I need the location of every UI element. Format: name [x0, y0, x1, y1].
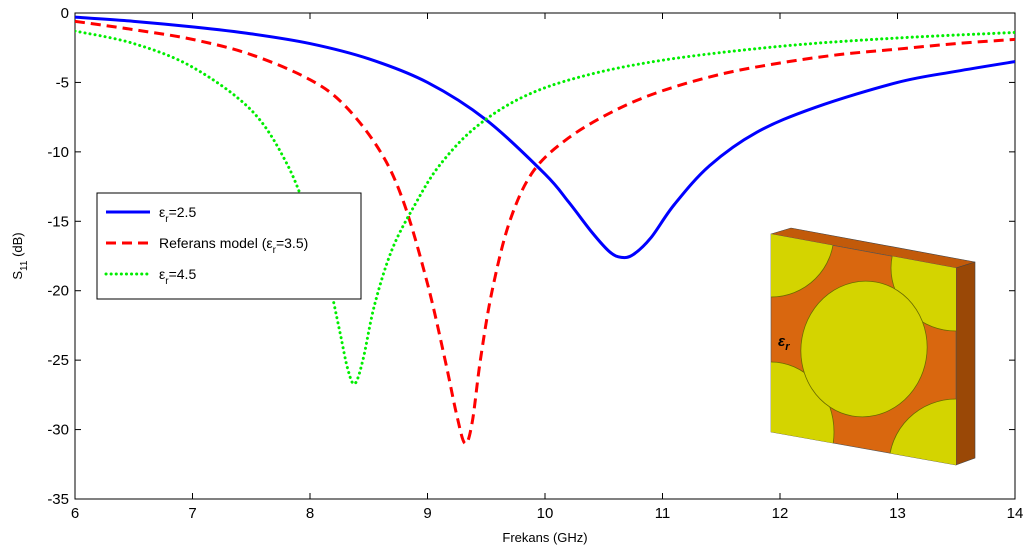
x-tick-label: 10	[537, 505, 554, 522]
y-tick-label: -15	[47, 213, 69, 230]
inset-corner-patch-bl	[771, 361, 835, 465]
legend-label-1: εr=2.5	[159, 204, 196, 225]
x-tick-label: 9	[423, 505, 431, 522]
inset-substrate-image: εr	[770, 227, 976, 466]
series-layer	[75, 15, 1015, 445]
legend-label-pre: ε	[159, 266, 165, 282]
legend-label-post: =3.5)	[276, 235, 308, 251]
x-tick-label: 13	[889, 505, 906, 522]
legend-label-2: Referans model (εr=3.5)	[159, 235, 308, 256]
legend-label-sub: r	[273, 245, 277, 256]
inset-center-patch	[800, 280, 928, 418]
y-tick-label: 0	[61, 5, 69, 22]
x-tick-label: 6	[71, 505, 79, 522]
y-tick-label: -10	[47, 144, 69, 161]
y-axis-ticks: 0 -5 -10 -15 -20 -25 -30 -35	[47, 5, 1015, 508]
x-tick-label: 7	[188, 505, 196, 522]
x-axis-ticks: 6 7 8 9 10 11 12 13 14	[71, 13, 1024, 522]
legend-label-sub: r	[165, 276, 169, 287]
x-axis-title: Frekans (GHz)	[502, 530, 587, 545]
legend-label-post: =2.5	[169, 204, 197, 220]
legend-label-pre: ε	[159, 204, 165, 220]
y-tick-label: -5	[56, 74, 69, 91]
x-tick-label: 11	[655, 505, 671, 522]
y-axis-title: S11 (dB)	[10, 232, 30, 279]
x-tick-label: 8	[306, 505, 314, 522]
y-tick-label: -35	[47, 491, 69, 508]
legend-label-pre: Referans model (ε	[159, 235, 273, 251]
inset-epsilon-label: εr	[778, 333, 790, 353]
y-axis-title-base: S	[10, 271, 25, 280]
y-tick-label: -25	[47, 352, 69, 369]
x-tick-label: 14	[1007, 505, 1024, 522]
legend-label-post: =4.5	[169, 266, 197, 282]
inset-corner-patch-tl	[771, 234, 835, 298]
y-axis-title-unit: (dB)	[10, 232, 25, 260]
inset-corner-patch-br	[888, 398, 956, 465]
series-line-3	[75, 29, 1015, 386]
y-axis-title-sub: 11	[19, 260, 30, 271]
y-tick-label: -30	[47, 422, 69, 439]
y-tick-label: -20	[47, 283, 69, 300]
legend-label-3: εr=4.5	[159, 266, 196, 287]
inset-epsilon-sub: r	[785, 341, 790, 353]
inset-epsilon-symbol: ε	[778, 333, 786, 350]
series-line-1	[75, 15, 1015, 260]
x-tick-label: 12	[772, 505, 789, 522]
legend-label-sub: r	[165, 214, 169, 225]
inset-side-face	[955, 261, 976, 466]
